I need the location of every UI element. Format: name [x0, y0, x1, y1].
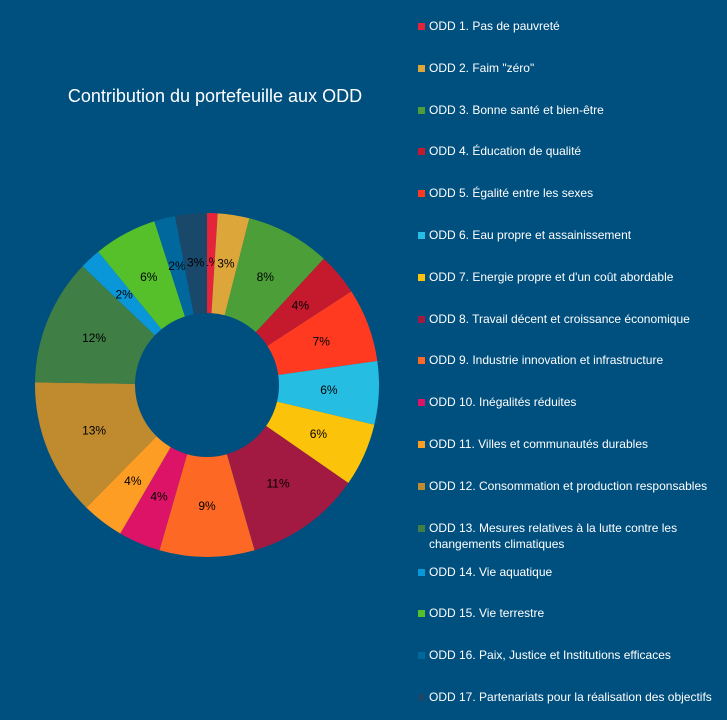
legend-swatch — [418, 106, 425, 114]
legend-swatch — [418, 232, 425, 239]
legend-item: ODD 13. Mesures relatives à la lutte con… — [418, 520, 723, 552]
slice — [226, 426, 349, 551]
legend-label: ODD 12. Consommation et production respo… — [429, 478, 708, 493]
data-label: 11% — [267, 476, 290, 490]
slice — [224, 218, 324, 333]
legend-swatch — [418, 357, 425, 365]
data-label: 13% — [82, 423, 106, 437]
legend-label: ODD 16. Paix, Justice et Institutions ef… — [429, 648, 671, 663]
legend-label: ODD 11. Villes et communautés durables — [429, 437, 648, 451]
slice — [266, 401, 375, 484]
legend-label: ODD 15. Vie terrestre — [429, 606, 545, 621]
chart-title: Contribution du portefeuille aux ODD — [68, 86, 362, 106]
slice — [267, 291, 378, 375]
legend-label: ODD 3. Bonne santé et bien-être — [429, 102, 604, 117]
legend-item: ODD 5. Égalité entre les sexes — [418, 185, 723, 201]
legend-swatch — [418, 524, 425, 532]
legend-swatch — [418, 315, 425, 323]
legend-item: ODD 11. Villes et communautés durables — [418, 436, 723, 452]
legend-item: ODD 3. Bonne santé et bien-être — [418, 102, 723, 118]
legend-label: ODD 8. Travail décent et croissance écon… — [429, 311, 690, 326]
data-label: 4% — [124, 474, 142, 488]
slice — [120, 447, 188, 551]
legend-item: ODD 17. Partenariats pour la réalisation… — [418, 689, 723, 705]
slice — [35, 266, 155, 384]
legend-label: ODD 4. Éducation de qualité — [429, 144, 582, 159]
legend-item: ODD 8. Travail décent et croissance écon… — [418, 311, 723, 327]
data-label: 6% — [310, 427, 328, 441]
slice — [86, 436, 171, 534]
legend-item: ODD 7. Energie propre et d'un coût abord… — [418, 269, 723, 285]
legend-swatch — [418, 148, 425, 156]
data-label: 9% — [198, 499, 216, 513]
legend-item: ODD 4. Éducation de qualité — [418, 143, 723, 159]
legend-swatch — [418, 23, 425, 30]
data-label: 3% — [187, 256, 205, 270]
slice — [82, 251, 162, 336]
legend-item: ODD 1. Pas de pauvreté — [418, 18, 723, 34]
legend-item: ODD 10. Inégalités réduites — [418, 394, 723, 410]
slice — [159, 454, 255, 557]
legend-item: ODD 2. Faim "zéro" — [418, 60, 723, 76]
legend-label: ODD 2. Faim "zéro" — [429, 60, 535, 75]
data-label: 2% — [115, 288, 133, 302]
data-label: 3% — [217, 257, 235, 271]
data-label: 4% — [150, 489, 168, 503]
slice — [211, 213, 250, 316]
legend-swatch — [418, 568, 425, 576]
chart: Contribution du portefeuille aux ODD 1%3… — [35, 86, 380, 557]
data-label: 6% — [320, 383, 338, 397]
legend-swatch — [418, 610, 425, 618]
data-label: 12% — [82, 331, 106, 345]
legend-swatch — [418, 64, 425, 72]
slice — [207, 213, 218, 314]
legend-item: ODD 15. Vie terrestre — [418, 605, 723, 621]
legend-label: ODD 5. Égalité entre les sexes — [429, 186, 594, 201]
slice — [277, 361, 380, 425]
legend-label: ODD 7. Energie propre et d'un coût abord… — [429, 269, 674, 284]
legend-swatch — [418, 652, 425, 660]
slice — [175, 213, 207, 315]
slice — [255, 258, 352, 346]
legend-label: ODD 17. Partenariats pour la réalisation… — [429, 690, 712, 704]
legend-label: ODD 14. Vie aquatique — [429, 564, 553, 579]
legend-label: ODD 13. Mesures relatives à la lutte con… — [429, 520, 678, 551]
data-label: 7% — [313, 334, 331, 348]
legend-item: ODD 12. Consommation et production respo… — [418, 478, 723, 494]
legend-label: ODD 6. Eau propre et assainissement — [429, 228, 632, 242]
data-label: 6% — [140, 270, 158, 284]
legend-swatch — [418, 441, 425, 448]
legend-item: ODD 6. Eau propre et assainissement — [418, 227, 723, 243]
data-label: 4% — [292, 299, 310, 313]
data-label: 2% — [168, 259, 186, 273]
slice — [154, 215, 194, 317]
legend-label: ODD 9. Industrie innovation et infrastru… — [429, 353, 664, 368]
legend-label: ODD 10. Inégalités réduites — [429, 395, 577, 410]
legend-item: ODD 14. Vie aquatique — [418, 564, 723, 580]
legend-swatch — [418, 273, 425, 281]
legend-swatch — [418, 190, 425, 198]
legend-item: ODD 9. Industrie innovation et infrastru… — [418, 352, 723, 368]
legend-swatch — [418, 482, 425, 490]
legend-label: ODD 1. Pas de pauvreté — [429, 19, 560, 33]
data-label: 8% — [257, 270, 275, 284]
legend-item: ODD 16. Paix, Justice et Institutions ef… — [418, 647, 723, 663]
legend-swatch — [418, 694, 425, 701]
legend-swatch — [418, 399, 425, 407]
slice — [98, 221, 185, 330]
slice — [35, 382, 157, 508]
